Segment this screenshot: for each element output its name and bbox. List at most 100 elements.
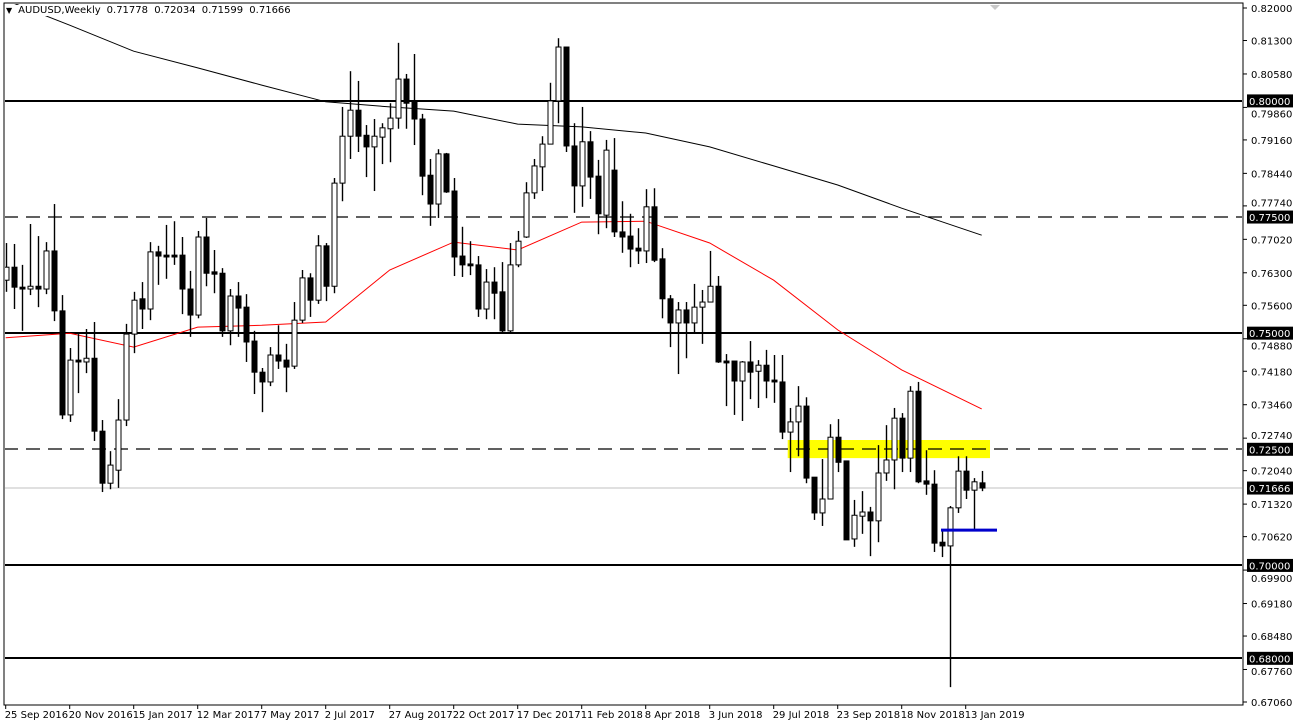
candle	[891, 407, 898, 490]
y-tick-label: 0.82000	[1251, 4, 1292, 15]
candle	[699, 289, 706, 344]
candle-body	[459, 255, 466, 266]
candle	[611, 138, 618, 238]
candle-body	[427, 174, 434, 205]
y-tick-label: 0.67060	[1251, 698, 1292, 709]
candle	[947, 505, 954, 688]
candle	[123, 323, 130, 427]
candle	[475, 256, 482, 317]
price-label-box	[1247, 94, 1293, 108]
candle-body	[99, 430, 106, 484]
candle-body	[475, 264, 482, 310]
candle	[771, 355, 778, 403]
candle	[467, 241, 474, 276]
candle-body	[323, 245, 330, 287]
y-tick-label: 0.72740	[1251, 431, 1292, 442]
candle	[323, 243, 330, 302]
y-tick-label: 0.71320	[1251, 500, 1292, 511]
x-tick-label: 18 Nov 2018	[901, 710, 965, 721]
plot-area	[5, 4, 1242, 688]
candle	[499, 262, 506, 333]
candle	[275, 325, 282, 369]
candle	[435, 149, 442, 218]
price-label-box	[1247, 651, 1293, 665]
candle	[723, 354, 730, 407]
candle	[195, 230, 202, 319]
candle	[675, 302, 682, 375]
candle	[203, 217, 210, 287]
candle	[899, 413, 906, 473]
y-tick-label: 0.77740	[1251, 199, 1292, 210]
candle	[651, 188, 658, 263]
candle	[851, 499, 858, 547]
candle	[563, 46, 570, 153]
candle-body	[451, 190, 458, 258]
price-label: 0.80000	[1249, 97, 1290, 108]
chart-header: ▼ AUDUSD,Weekly 0.71778 0.72034 0.71599 …	[6, 5, 297, 16]
candle	[971, 478, 978, 532]
candle	[11, 243, 18, 310]
candle	[331, 178, 338, 294]
candle-body	[675, 309, 682, 324]
candle-body	[619, 231, 626, 238]
candle-body	[411, 100, 418, 120]
candle-body	[795, 405, 802, 423]
candle	[523, 182, 530, 238]
candle-body	[67, 359, 74, 416]
y-tick-label: 0.74880	[1251, 342, 1292, 353]
candle-body	[595, 175, 602, 215]
candle-body	[843, 460, 850, 541]
y-tick-label: 0.73460	[1251, 401, 1292, 412]
candle-body	[51, 250, 58, 312]
candle	[35, 236, 42, 308]
x-tick-label: 17 Dec 2017	[517, 710, 581, 721]
candle-body	[963, 470, 970, 491]
candle	[459, 226, 466, 277]
candle	[211, 250, 218, 294]
candle-body	[483, 281, 490, 310]
candle-body	[195, 236, 202, 316]
candle	[115, 399, 122, 488]
candle-body	[107, 464, 114, 484]
plot-frame	[3, 2, 1244, 706]
y-tick-label: 0.80580	[1251, 70, 1292, 81]
candle	[803, 397, 810, 484]
candle	[235, 282, 242, 337]
candle	[659, 248, 666, 319]
candle-body	[827, 436, 834, 500]
candle-body	[579, 141, 586, 187]
candle-body	[147, 251, 154, 310]
candle	[867, 506, 874, 557]
candle	[99, 420, 106, 493]
candle-body	[403, 78, 410, 104]
candle-body	[155, 251, 162, 257]
candle-body	[163, 254, 170, 258]
candle-body	[507, 264, 514, 332]
price-label: 0.75000	[1249, 329, 1290, 340]
candle	[283, 343, 290, 393]
candle-body	[787, 421, 794, 433]
candle	[483, 269, 490, 320]
candle	[403, 73, 410, 129]
candle	[451, 178, 458, 277]
candle	[291, 302, 298, 369]
candle	[875, 445, 882, 543]
candle	[819, 459, 826, 526]
x-tick-label: 15 Jan 2017	[133, 710, 193, 721]
y-tick-label: 0.77020	[1251, 235, 1292, 246]
candle	[355, 80, 362, 153]
candle-body	[59, 310, 66, 416]
candle	[179, 237, 186, 315]
candle-body	[547, 100, 554, 145]
candle-body	[611, 169, 618, 233]
candle-body	[43, 250, 50, 290]
triangle-down-icon[interactable]: ▼	[6, 6, 13, 15]
candle-body	[499, 291, 506, 332]
candle-body	[11, 266, 18, 288]
candle	[107, 451, 114, 490]
candle-body	[699, 301, 706, 308]
open-value: 0.71778	[106, 5, 149, 16]
x-tick-label: 7 May 2017	[261, 710, 320, 721]
candle	[579, 106, 586, 207]
